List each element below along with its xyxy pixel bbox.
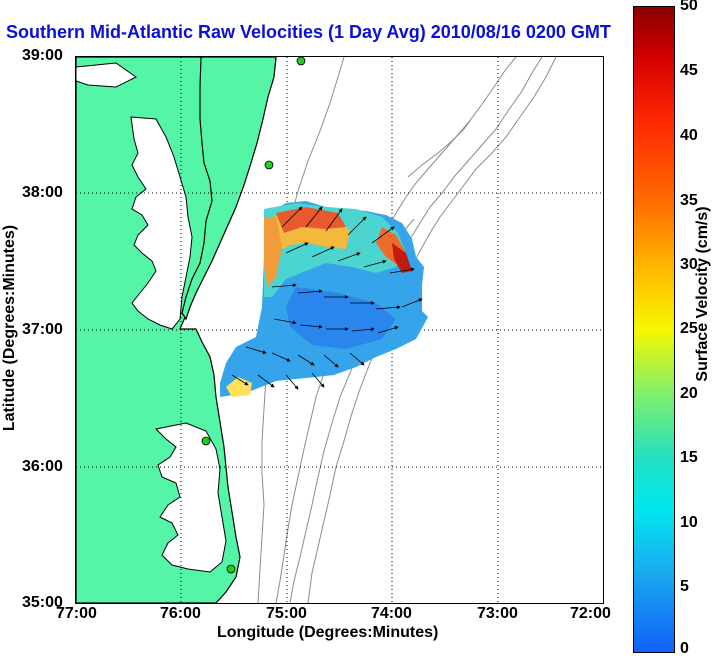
map-title: Southern Mid-Atlantic Raw Velocities (1 …: [6, 22, 611, 42]
colorbar-tick-label: 5: [680, 578, 689, 595]
y-tick-label: 36:00: [22, 458, 63, 475]
x-tick-label: 75:00: [266, 605, 307, 622]
colorbar-tick-label: 15: [680, 449, 698, 466]
station-marker: [296, 57, 306, 66]
x-tick-label: 76:00: [160, 605, 201, 622]
colorbar-tick-label: 30: [680, 256, 698, 273]
colorbar-tick-label: 50: [680, 0, 698, 14]
colorbar: [633, 6, 675, 653]
colorbar-tick-label: 20: [680, 385, 698, 402]
x-axis-label: Longitude (Degrees:Minutes): [217, 624, 439, 641]
colorbar-tick-label: 0: [680, 640, 689, 657]
station-marker: [201, 436, 211, 446]
velocity-field: [220, 201, 428, 397]
station-marker: [226, 564, 236, 574]
velocity-vectors: [231, 206, 423, 390]
station-markers: [201, 57, 306, 574]
land-delmarva: [181, 57, 277, 321]
colorbar-tick-label: 10: [680, 514, 698, 531]
pamlico-sound: [154, 422, 227, 573]
map-area: [75, 56, 604, 604]
y-tick-label: 35:00: [22, 594, 63, 611]
x-tick-label: 72:00: [570, 605, 611, 622]
y-tick-label: 38:00: [22, 184, 63, 201]
y-axis-label: Latitude (Degrees:Minutes): [1, 224, 18, 432]
map-svg: [76, 57, 603, 603]
colorbar-tick-label: 40: [680, 127, 698, 144]
x-tick-label: 77:00: [56, 605, 97, 622]
station-marker: [264, 160, 274, 170]
x-tick-label: 74:00: [371, 605, 412, 622]
colorbar-tick-label: 45: [680, 62, 698, 79]
x-tick-label: 73:00: [477, 605, 518, 622]
colorbar-tick-label: 35: [680, 192, 698, 209]
y-tick-label: 37:00: [22, 321, 63, 338]
y-tick-label: 39:00: [22, 47, 63, 64]
colorbar-tick-label: 25: [680, 320, 698, 337]
delaware-bay: [76, 62, 137, 88]
